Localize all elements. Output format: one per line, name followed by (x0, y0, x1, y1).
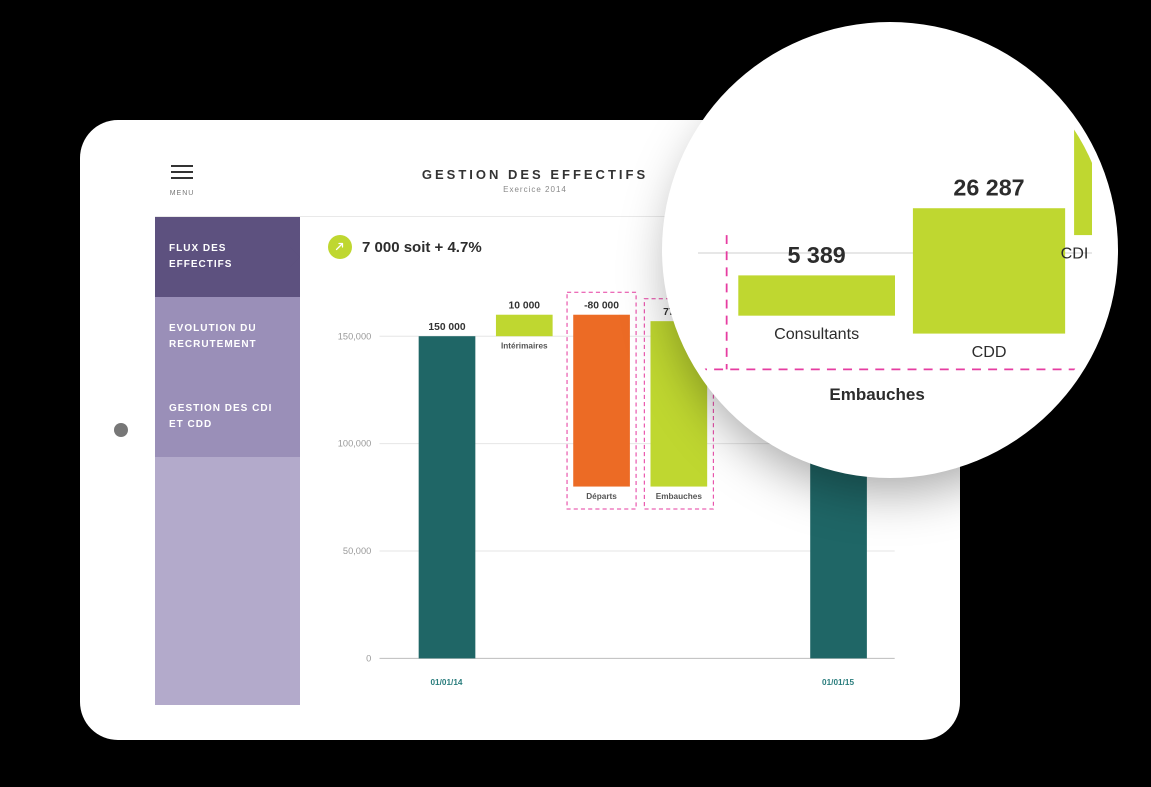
sidebar-item[interactable]: FLUX DES EFFECTIFS (155, 217, 300, 297)
svg-text:Intérimaires: Intérimaires (501, 341, 548, 350)
svg-text:5 389: 5 389 (788, 242, 846, 268)
svg-text:01/01/15: 01/01/15 (822, 678, 854, 687)
svg-text:-80 000: -80 000 (584, 301, 619, 312)
sidebar-item[interactable]: EVOLUTION DU RECRUTEMENT (155, 297, 300, 377)
svg-text:150 000: 150 000 (428, 322, 466, 333)
svg-text:Embauches: Embauches (656, 492, 703, 501)
home-button[interactable] (114, 423, 128, 437)
sidebar-item[interactable]: GESTION DES CDI ET CDD (155, 377, 300, 457)
svg-text:CDD: CDD (972, 343, 1007, 361)
svg-text:Départs: Départs (586, 492, 617, 501)
svg-text:26 287: 26 287 (953, 175, 1024, 201)
svg-text:Consultants: Consultants (774, 325, 859, 343)
sidebar-fill (155, 457, 300, 705)
svg-text:10 000: 10 000 (509, 301, 541, 312)
trend-up-icon (328, 235, 352, 259)
svg-text:Embauches: Embauches (829, 385, 924, 404)
magnifier-lens: 5 389 Consultants 26 287 CDD CDI Embauches (670, 30, 1110, 470)
svg-text:0: 0 (366, 654, 371, 664)
svg-text:CDI: CDI (1061, 244, 1089, 262)
sidebar: FLUX DES EFFECTIFSEVOLUTION DU RECRUTEME… (155, 217, 300, 705)
svg-text:100,000: 100,000 (338, 439, 371, 449)
svg-text:150,000: 150,000 (338, 331, 371, 341)
kpi-text: 7 000 soit + 4.7% (362, 239, 482, 256)
svg-text:50,000: 50,000 (343, 546, 371, 556)
svg-text:01/01/14: 01/01/14 (430, 678, 462, 687)
